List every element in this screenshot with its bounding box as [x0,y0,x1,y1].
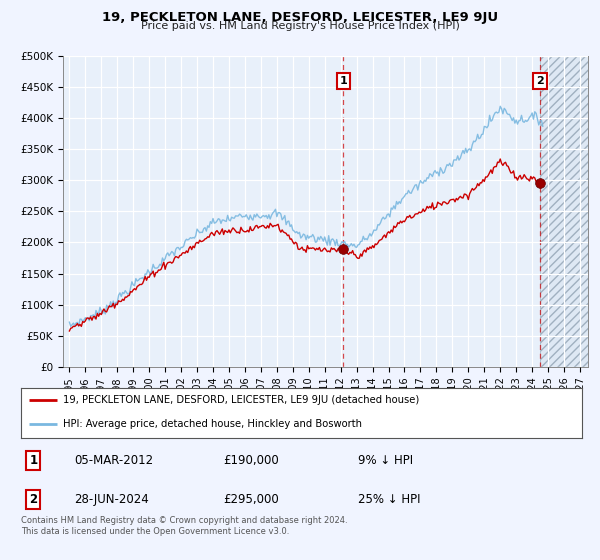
Text: 1: 1 [340,76,347,86]
Text: 05-MAR-2012: 05-MAR-2012 [74,454,154,467]
Text: Contains HM Land Registry data © Crown copyright and database right 2024.
This d: Contains HM Land Registry data © Crown c… [21,516,347,536]
Text: 9% ↓ HPI: 9% ↓ HPI [358,454,413,467]
Text: HPI: Average price, detached house, Hinckley and Bosworth: HPI: Average price, detached house, Hinc… [63,419,362,429]
Text: 25% ↓ HPI: 25% ↓ HPI [358,493,420,506]
Text: £190,000: £190,000 [223,454,279,467]
Text: 1: 1 [29,454,37,467]
Bar [540,56,588,367]
Text: 19, PECKLETON LANE, DESFORD, LEICESTER, LE9 9JU (detached house): 19, PECKLETON LANE, DESFORD, LEICESTER, … [63,395,419,405]
Text: Price paid vs. HM Land Registry's House Price Index (HPI): Price paid vs. HM Land Registry's House … [140,21,460,31]
Text: 2: 2 [29,493,37,506]
Bar [540,56,588,367]
Text: £295,000: £295,000 [223,493,279,506]
Text: 28-JUN-2024: 28-JUN-2024 [74,493,149,506]
Text: 19, PECKLETON LANE, DESFORD, LEICESTER, LE9 9JU: 19, PECKLETON LANE, DESFORD, LEICESTER, … [102,11,498,24]
Text: 2: 2 [536,76,544,86]
